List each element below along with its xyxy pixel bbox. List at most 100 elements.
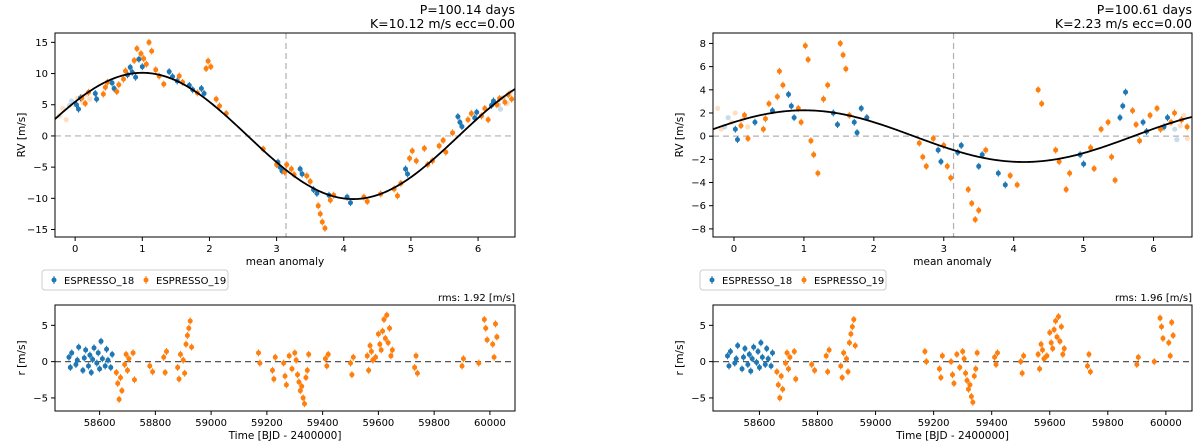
data-point: [300, 395, 306, 401]
data-point: [482, 105, 488, 111]
data-point: [299, 383, 305, 389]
data-point: [436, 143, 442, 149]
data-point: [347, 200, 353, 206]
data-point: [74, 357, 80, 363]
data-point: [269, 367, 275, 373]
data-point: [85, 363, 91, 369]
data-point: [91, 345, 97, 351]
data-point: [94, 96, 100, 102]
y-tick-label: 5: [700, 321, 706, 332]
data-point: [1014, 182, 1020, 188]
data-point: [1137, 138, 1143, 144]
data-point: [122, 362, 128, 368]
x-tick-label: 2: [206, 244, 212, 255]
x-tick-label: 59200: [251, 418, 283, 429]
data-point: [1084, 363, 1090, 369]
data-point: [440, 137, 446, 143]
x-tick-label: 58600: [744, 418, 776, 429]
data-point: [198, 86, 204, 92]
data-point: [954, 351, 960, 357]
x-tick-label: 4: [341, 244, 347, 255]
data-point: [100, 91, 106, 97]
wrapped-data-point: [1177, 123, 1183, 129]
data-point: [1134, 362, 1140, 368]
data-point: [758, 340, 764, 346]
data-point: [1081, 161, 1087, 167]
data-point: [126, 356, 132, 362]
y-axis-label: RV [m/s]: [674, 113, 686, 158]
data-point: [1091, 166, 1097, 172]
x-tick-label: 1: [139, 244, 145, 255]
data-point: [770, 350, 776, 356]
data-point: [1088, 145, 1094, 151]
data-point: [1098, 126, 1104, 132]
data-point: [296, 379, 302, 385]
data-point: [257, 360, 263, 366]
wrapped-data-point: [1181, 112, 1187, 118]
data-point: [1035, 87, 1041, 93]
data-point: [923, 359, 929, 365]
data-point: [964, 378, 970, 384]
data-point: [951, 380, 957, 386]
data-point: [208, 64, 214, 70]
data-point: [1157, 315, 1163, 321]
data-point: [304, 367, 310, 373]
data-point: [180, 357, 186, 363]
data-point: [405, 171, 411, 177]
y-axis-label: RV [m/s]: [16, 113, 28, 158]
data-point: [734, 137, 740, 143]
data-point: [325, 351, 331, 357]
data-point: [740, 354, 746, 360]
data-point: [1021, 353, 1027, 359]
data-point: [838, 363, 844, 369]
data-point: [95, 350, 101, 356]
y-tick-label: −10: [27, 194, 48, 205]
wrapped-data-point: [715, 105, 721, 111]
data-point: [745, 362, 751, 368]
x-tick-label: 59000: [860, 418, 892, 429]
data-point: [756, 364, 762, 370]
data-point: [1019, 370, 1025, 376]
data-point: [366, 367, 372, 373]
x-tick-label: 3: [273, 244, 279, 255]
data-point: [286, 353, 292, 359]
data-point: [732, 126, 738, 132]
data-point: [109, 351, 115, 357]
data-point: [403, 166, 409, 172]
data-point: [1158, 126, 1164, 132]
data-point: [147, 363, 153, 369]
legend-frame: [41, 269, 229, 291]
x-axis-label: mean anomaly: [913, 256, 991, 268]
data-point: [923, 163, 929, 169]
data-point: [742, 346, 748, 352]
data-point: [92, 91, 98, 97]
data-point: [97, 366, 103, 372]
wrapped-data-point: [497, 106, 504, 112]
series-ESPRESSO_18: [725, 339, 776, 375]
data-point: [733, 356, 739, 362]
data-point: [73, 102, 79, 108]
data-point: [319, 219, 325, 225]
data-point: [738, 123, 744, 129]
data-point: [1039, 347, 1045, 353]
data-point: [382, 335, 388, 341]
data-point: [979, 152, 985, 158]
x-tick-label: 59000: [195, 418, 227, 429]
data-point: [459, 363, 465, 369]
data-point: [217, 103, 223, 109]
data-point: [413, 353, 419, 359]
data-point: [805, 57, 811, 63]
data-point: [1087, 369, 1093, 375]
data-point: [364, 198, 370, 204]
data-point: [1133, 122, 1139, 128]
axes-frame: [54, 32, 516, 238]
data-point: [791, 115, 797, 121]
data-point: [1130, 108, 1136, 114]
data-point: [483, 325, 489, 331]
keplerian-model-curve: [55, 71, 515, 200]
data-point: [90, 356, 96, 362]
data-point: [502, 99, 508, 105]
data-point: [186, 325, 192, 331]
data-point: [1169, 319, 1175, 325]
legend-frame: [699, 269, 887, 291]
